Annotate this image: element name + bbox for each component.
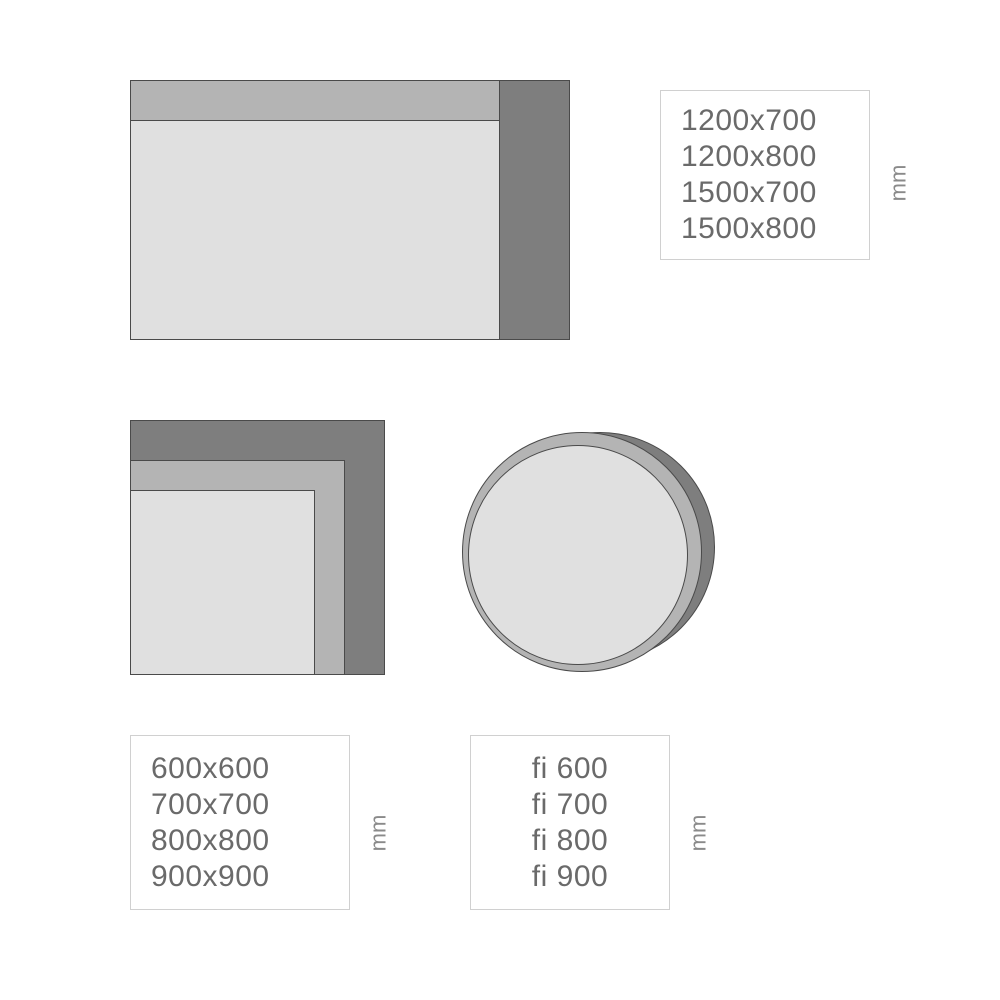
dimension-line: 1500x700 [681, 176, 817, 210]
dimension-line: 700x700 [151, 788, 270, 822]
diagram-canvas: 1200x7001200x8001500x7001500x800 mm 600x… [0, 0, 1000, 1000]
shape-layer [130, 490, 315, 675]
unit-label-mm: mm [685, 815, 711, 852]
rectangle-dimensions-box: 1200x7001200x8001500x7001500x800 [660, 90, 870, 260]
dimension-line: 1200x700 [681, 104, 817, 138]
unit-label-mm: mm [365, 815, 391, 852]
dimension-line: 600x600 [151, 752, 270, 786]
dimension-line: fi 600 [532, 752, 608, 786]
square-dimensions-box: 600x600700x700800x800900x900 [130, 735, 350, 910]
dimension-line: 1200x800 [681, 140, 817, 174]
dimension-line: fi 900 [532, 860, 608, 894]
dimension-line: 1500x800 [681, 212, 817, 246]
dimension-line: 900x900 [151, 860, 270, 894]
circle-shape [460, 420, 715, 675]
rectangle-shape [130, 80, 570, 340]
dimension-line: fi 700 [532, 788, 608, 822]
dimension-line: fi 800 [532, 824, 608, 858]
shape-layer [130, 120, 500, 340]
dimension-line: 800x800 [151, 824, 270, 858]
square-shape [130, 420, 385, 675]
unit-label-mm: mm [885, 165, 911, 202]
shape-layer [468, 445, 688, 665]
circle-dimensions-box: fi 600fi 700fi 800fi 900 [470, 735, 670, 910]
